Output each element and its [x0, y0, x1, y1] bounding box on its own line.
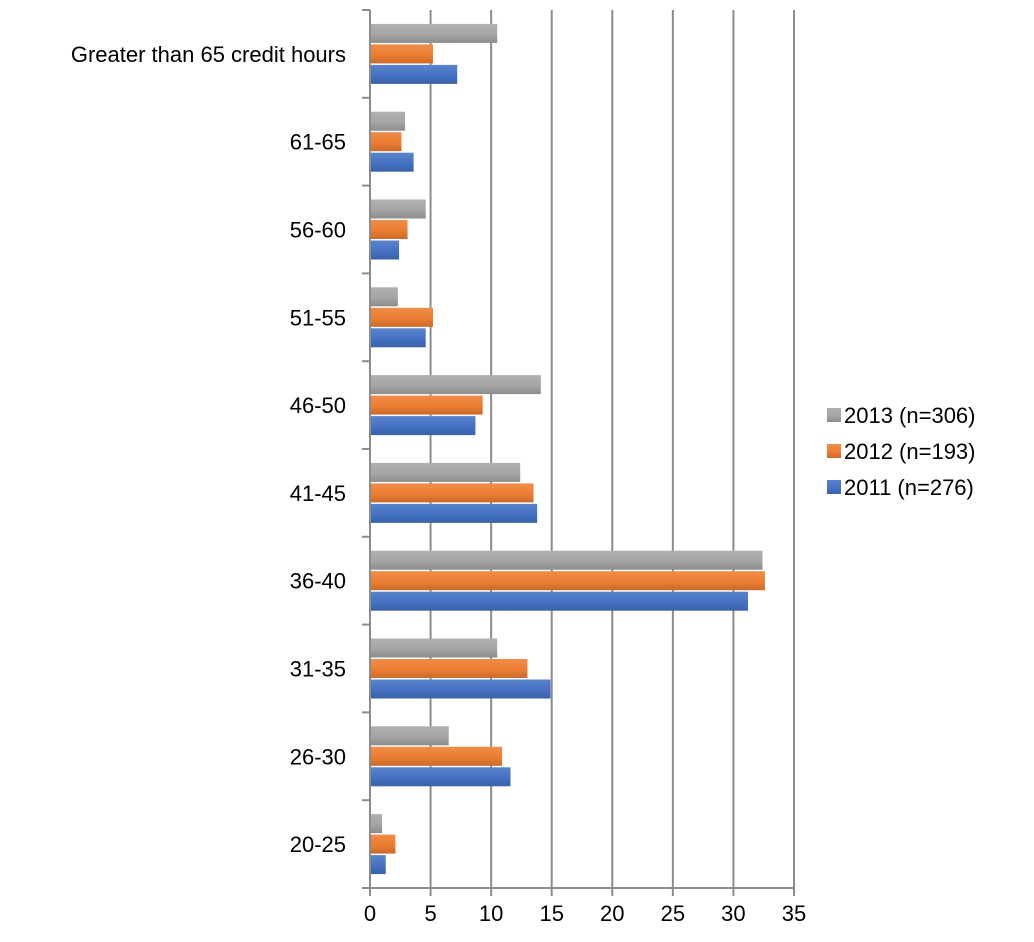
bar-2013-20-25: [370, 814, 382, 833]
y-tick-label: 20-25: [290, 832, 346, 857]
bar-2013-46-50: [370, 375, 541, 394]
y-tick-label: 51-55: [290, 305, 346, 330]
bar-2012-46-50: [370, 396, 483, 415]
bar-2011-56-60: [370, 241, 399, 260]
bar-2013-26-30: [370, 726, 449, 745]
y-tick-label: 46-50: [290, 393, 346, 418]
bar-2011-20-25: [370, 855, 386, 874]
bar-2012-36-40: [370, 571, 765, 590]
legend: 2013 (n=306) 2012 (n=193) 2011 (n=276): [827, 403, 976, 500]
x-tick-label: 35: [782, 901, 806, 926]
x-tick-label: 0: [364, 901, 376, 926]
bar-2013-61-65: [370, 112, 405, 131]
y-tick-label: Greater than 65 credit hours: [71, 42, 346, 67]
legend-label: 2011 (n=276): [844, 475, 974, 500]
x-tick-label: 30: [721, 901, 745, 926]
bar-2011-51-55: [370, 328, 426, 347]
y-tick-label: 56-60: [290, 218, 346, 243]
bar-2012-greater-than-65-credit-hours: [370, 44, 433, 63]
x-tick-label: 10: [479, 901, 503, 926]
bar-2012-31-35: [370, 659, 527, 678]
bar-2012-41-45: [370, 483, 534, 502]
bar-2011-26-30: [370, 767, 511, 786]
y-tick-label: 31-35: [290, 657, 346, 682]
legend-swatch: [827, 480, 841, 494]
legend-label: 2012 (n=193): [844, 439, 976, 464]
bar-2012-56-60: [370, 220, 408, 239]
x-tick-label: 25: [661, 901, 685, 926]
bar-2012-26-30: [370, 747, 502, 766]
y-tick-label: 41-45: [290, 481, 346, 506]
legend-label: 2013 (n=306): [844, 403, 976, 428]
legend-swatch: [827, 408, 841, 422]
bar-2011-61-65: [370, 153, 414, 172]
bar-2013-greater-than-65-credit-hours: [370, 24, 497, 43]
bar-2013-56-60: [370, 200, 426, 219]
bar-2013-36-40: [370, 551, 763, 570]
bar-2013-31-35: [370, 639, 497, 658]
bar-2011-36-40: [370, 592, 748, 611]
y-tick-label: 36-40: [290, 569, 346, 594]
bar-2011-greater-than-65-credit-hours: [370, 65, 457, 84]
y-tick-label: 61-65: [290, 130, 346, 155]
bar-2012-20-25: [370, 835, 395, 854]
y-tick-label: 26-30: [290, 744, 346, 769]
bar-2011-31-35: [370, 680, 551, 699]
bar-2013-51-55: [370, 287, 398, 306]
x-tick-label: 20: [600, 901, 624, 926]
bar-2012-61-65: [370, 132, 401, 151]
legend-swatch: [827, 444, 841, 458]
bar-2012-51-55: [370, 308, 433, 327]
x-tick-label: 5: [424, 901, 436, 926]
bar-2011-41-45: [370, 504, 537, 523]
x-tick-label: 15: [539, 901, 563, 926]
bar-2011-46-50: [370, 416, 475, 435]
bars: [370, 24, 765, 874]
bar-2013-41-45: [370, 463, 520, 482]
